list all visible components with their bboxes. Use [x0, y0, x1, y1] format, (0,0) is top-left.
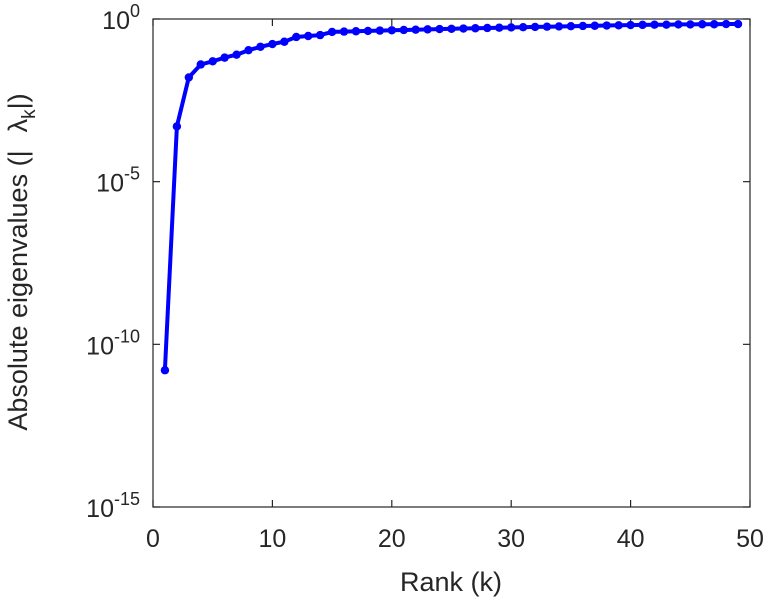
data-point	[590, 21, 599, 30]
data-point	[530, 22, 540, 32]
data-point	[351, 27, 361, 36]
data-point	[471, 24, 480, 33]
x-tick-label: 0	[146, 525, 160, 553]
data-point	[304, 31, 313, 41]
data-point	[709, 20, 719, 29]
data-point	[363, 26, 373, 36]
data-point	[614, 21, 623, 30]
data-point	[315, 30, 325, 40]
x-axis-label: Rank (k)	[400, 567, 502, 597]
data-point	[375, 26, 385, 35]
data-point	[674, 20, 683, 29]
axis-ticks	[152, 18, 751, 508]
data-point	[566, 22, 576, 31]
data-point	[554, 22, 564, 31]
x-tick-label: 10	[258, 525, 286, 553]
x-tick-label: 30	[497, 525, 525, 553]
y-tick-base: 10	[86, 332, 114, 360]
y-tick-label: 10-5	[96, 164, 140, 198]
data-point	[626, 20, 635, 30]
y-tick-exponent: -5	[124, 164, 140, 184]
y-tick-exponent: -15	[114, 489, 140, 509]
lambda-symbol: λ	[3, 118, 33, 132]
data-point	[387, 26, 396, 35]
data-point	[399, 25, 408, 35]
y-tick-label: 100	[102, 1, 140, 35]
data-point	[447, 24, 456, 33]
data-point	[495, 23, 504, 32]
data-point	[160, 366, 170, 375]
data-point	[638, 20, 647, 30]
y-tick-exponent: -10	[114, 326, 140, 346]
data-point	[244, 45, 253, 55]
data-point	[208, 57, 217, 66]
data-point	[268, 39, 277, 49]
y-tick-base: 10	[102, 7, 130, 35]
data-point	[507, 23, 516, 32]
y-tick-exponent: 0	[130, 1, 140, 21]
data-point	[220, 53, 229, 62]
data-point	[292, 32, 301, 42]
data-point	[518, 22, 528, 32]
y-tick-label: 10-15	[86, 489, 140, 523]
data-point	[172, 122, 182, 131]
data-point	[280, 37, 289, 46]
data-point	[232, 50, 241, 59]
data-point	[256, 42, 265, 51]
plot-area	[152, 18, 751, 508]
x-tick-label: 40	[617, 525, 645, 553]
x-tick-label: 20	[378, 525, 406, 553]
data-point	[662, 20, 671, 29]
data-point	[721, 19, 731, 29]
data-point	[650, 20, 659, 29]
data-point	[327, 27, 337, 37]
data-point	[423, 25, 432, 34]
data-point	[698, 20, 707, 29]
x-tick-labels: 0 10 20 30 40 50	[146, 525, 764, 553]
data-point	[578, 21, 588, 31]
data-point	[542, 22, 552, 31]
data-point	[435, 24, 444, 34]
data-point	[196, 60, 205, 69]
data-point	[686, 20, 695, 29]
data-point	[411, 25, 420, 34]
y-tick-base: 10	[96, 170, 124, 198]
data-point	[339, 27, 349, 36]
y-tick-base: 10	[86, 495, 114, 523]
data-point	[459, 24, 468, 33]
data-point	[483, 23, 492, 33]
data-series	[160, 19, 743, 375]
x-tick-label: 50	[736, 525, 764, 553]
data-point	[602, 21, 611, 30]
y-axis-label-text: Absolute eigenvalues (|	[3, 150, 33, 430]
y-axis-label: Absolute eigenvalues (| λk|)	[3, 93, 40, 430]
data-point	[184, 73, 194, 82]
y-tick-label: 10-10	[86, 326, 140, 360]
lambda-subscript: k	[19, 109, 40, 119]
y-axis-label-closing: |)	[3, 93, 33, 109]
data-point	[733, 19, 743, 29]
